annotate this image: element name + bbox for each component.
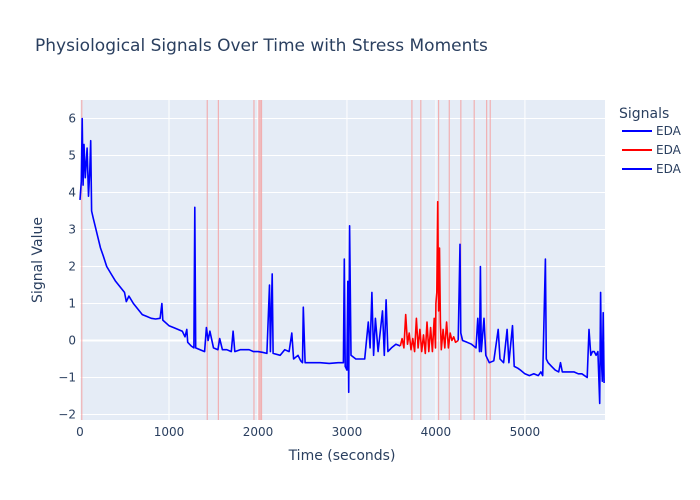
y-tick-label: 3 (68, 222, 76, 236)
series-line-2 (399, 200, 459, 355)
series-line-3 (457, 243, 605, 405)
x-tick-label: 4000 (421, 425, 452, 439)
grid (79, 100, 605, 420)
series-line-1 (79, 117, 401, 394)
y-tick-label: −2 (58, 407, 76, 421)
x-tick-label: 0 (76, 425, 84, 439)
legend-item-label: EDA (656, 124, 682, 138)
y-tick-label: 0 (68, 333, 76, 347)
y-tick-label: 6 (68, 111, 76, 125)
legend: Signals EDA EDA EDA (619, 106, 682, 176)
y-tick-label: −1 (58, 370, 76, 384)
y-tick-label: 2 (68, 259, 76, 273)
legend-item-label: EDA (656, 162, 682, 176)
y-tick-label: 4 (68, 185, 76, 199)
legend-item-label: EDA (656, 143, 682, 157)
x-axis-title: Time (seconds) (288, 448, 396, 464)
plot-area (80, 100, 605, 420)
series-group (79, 117, 605, 405)
x-tick-label: 2000 (243, 425, 274, 439)
legend-title: Signals (619, 106, 669, 122)
y-axis-ticks: −2 −1 0 1 2 3 4 5 6 (58, 111, 76, 421)
x-tick-label: 1000 (154, 425, 185, 439)
x-tick-label: 5000 (510, 425, 541, 439)
chart-title: Physiological Signals Over Time with Str… (35, 36, 488, 56)
y-tick-label: 5 (68, 148, 76, 162)
x-axis-ticks: 0 1000 2000 3000 4000 5000 (76, 425, 540, 439)
y-tick-label: 1 (68, 296, 76, 310)
x-tick-label: 3000 (332, 425, 363, 439)
y-axis-title: Signal Value (30, 217, 46, 303)
